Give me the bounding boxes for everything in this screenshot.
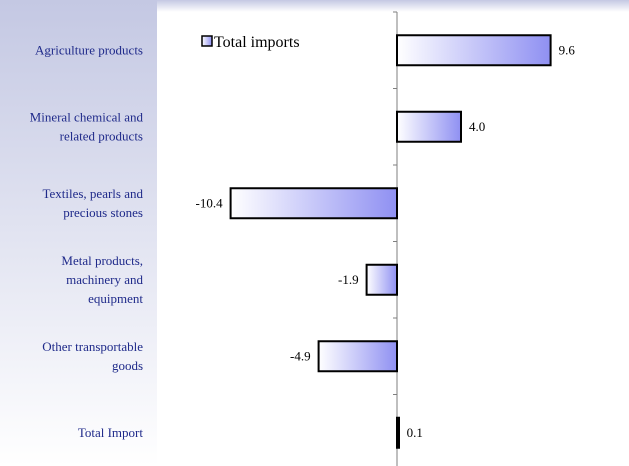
data-label: 0.1 [407, 425, 423, 440]
category-label-panel [0, 0, 157, 466]
data-label: -4.9 [290, 348, 311, 363]
plot-area [157, 12, 629, 466]
category-label: Metal products, machinery and equipment [61, 253, 143, 306]
bar [396, 110, 462, 143]
bar [396, 34, 552, 67]
top-band [157, 0, 629, 12]
data-label: 4.0 [469, 119, 485, 134]
category-label: Total Import [78, 425, 144, 440]
category-label: Other transportable goods [42, 339, 143, 373]
data-label: -10.4 [196, 195, 224, 210]
category-label: Textiles, pearls and precious stones [42, 186, 143, 220]
bar [396, 416, 400, 449]
category-label: Mineral chemical and related products [30, 109, 144, 143]
bar [317, 340, 399, 373]
data-label: -1.9 [338, 272, 359, 287]
bar [365, 263, 399, 296]
legend-label: Total imports [214, 34, 300, 51]
data-label: 9.6 [559, 42, 576, 57]
bar [229, 187, 398, 220]
legend-swatch [201, 35, 213, 47]
category-label: Agriculture products [35, 42, 143, 57]
